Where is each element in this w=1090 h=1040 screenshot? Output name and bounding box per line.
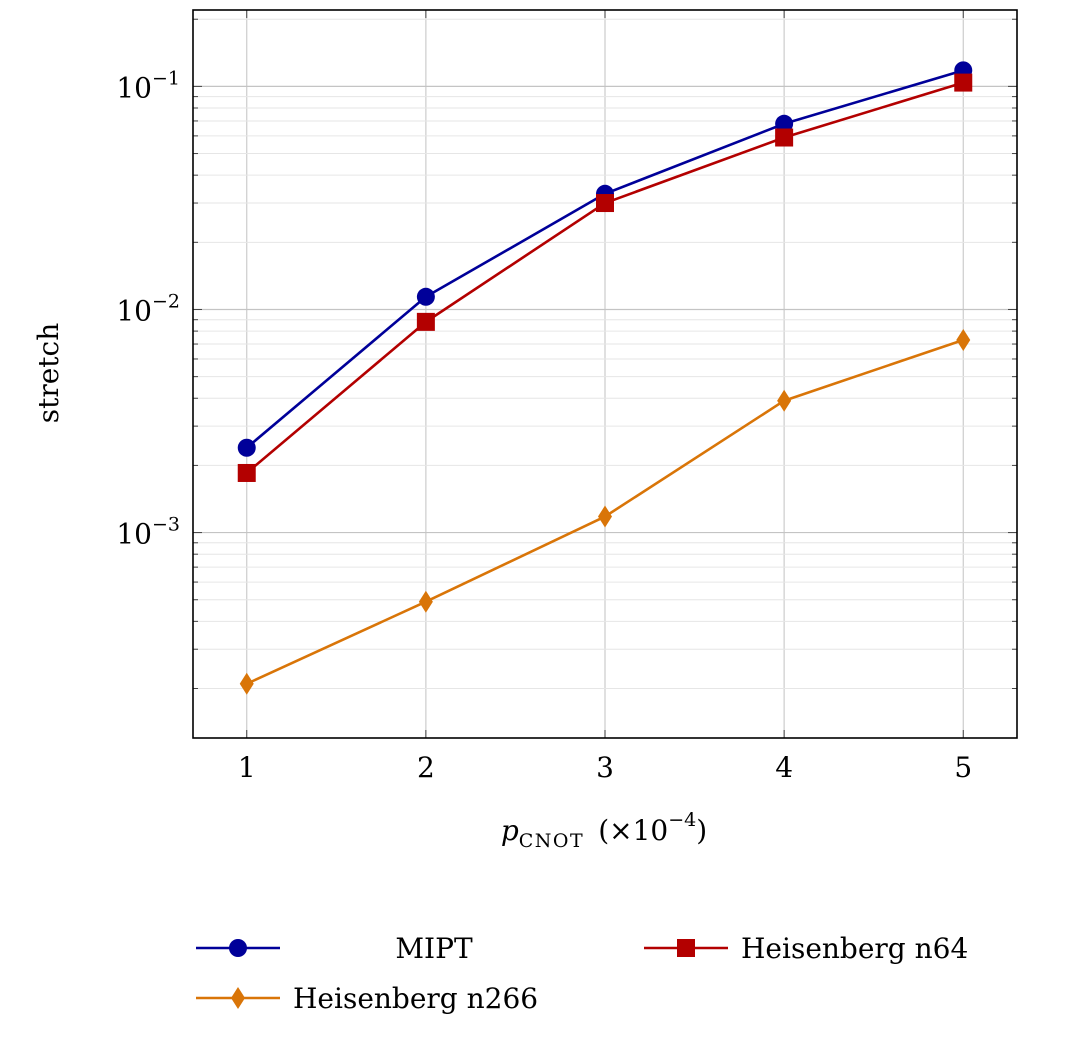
y-tick-label: 10−3 [116,514,180,551]
data-point [775,128,794,147]
data-point [954,73,973,92]
x-axis-label-unit-close: ) [696,814,707,847]
y-axis-label: stretch [32,323,65,424]
legend-entry: MIPT [196,932,473,965]
data-point [231,987,245,1009]
y-tick-label: 10−2 [116,290,180,327]
grid [193,10,1017,738]
legend-label: MIPT [395,932,473,965]
plot-frame [192,9,1018,739]
x-axis-label: pCNOT (×10−4) [501,809,707,852]
data-point [416,287,435,306]
y-tick-label: 10−1 [116,67,180,104]
data-point [598,505,612,528]
series-heisenberg-n64 [237,73,973,482]
x-tick-label: 3 [596,751,614,784]
series-heisenberg-n266 [239,328,971,695]
x-axis-label-variable: p [501,814,519,847]
data-point [229,939,247,957]
legend-label: Heisenberg n64 [741,932,968,965]
data-point [416,312,435,331]
data-point [956,328,971,351]
legend-entry: Heisenberg n266 [196,982,538,1015]
data-point [777,389,792,412]
data-point [596,194,614,213]
x-tick-label: 5 [954,751,972,784]
legend: MIPT Heisenberg n64 Heisenberg n266 [196,932,968,1015]
x-axis-label-subscript: CNOT [519,830,584,852]
data-point [677,939,695,957]
legend-label: Heisenberg n266 [293,982,538,1015]
x-tick-label: 1 [238,751,256,784]
x-tick-labels: 1 2 3 4 5 [238,751,972,784]
data-point [237,438,256,457]
x-tick-label: 2 [417,751,435,784]
x-axis-label-unit-open: (×10 [598,814,668,847]
x-axis-label-unit-exponent: −4 [668,809,696,831]
data-point [775,114,794,133]
axis-ticks [193,10,1017,738]
data-point [237,463,256,482]
data-point [418,590,433,613]
y-tick-labels: 10−3 10−2 10−1 [116,67,180,550]
legend-entry: Heisenberg n64 [644,932,968,965]
data-point [239,672,254,695]
series [237,61,973,695]
x-tick-label: 4 [775,751,793,784]
